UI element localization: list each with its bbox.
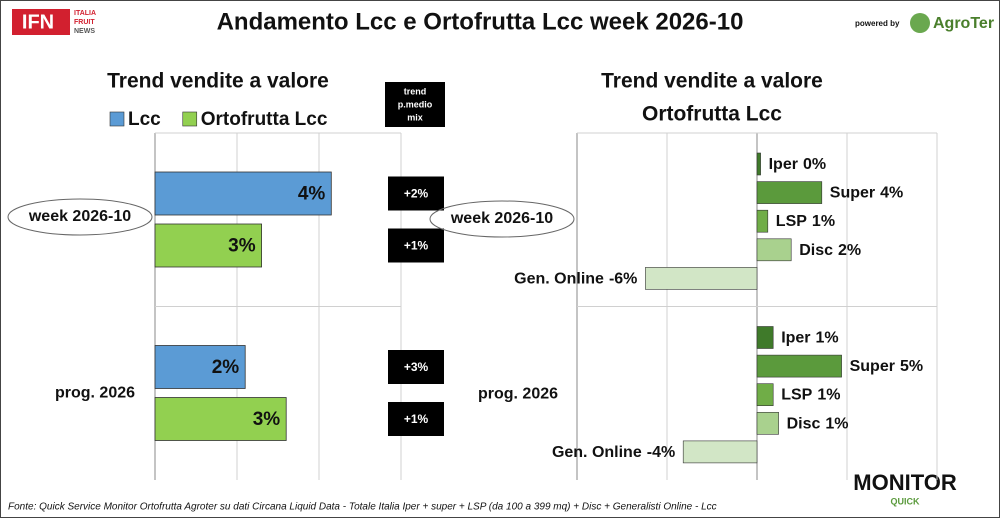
value-text: -4% [647,444,675,461]
bar [756,383,774,407]
chart-title: Ortofrutta Lcc [642,103,782,126]
bar [756,354,842,378]
mix-label: +1% [404,239,429,253]
value-text: 0% [803,156,826,173]
value-text: 2% [838,242,861,259]
bar [154,397,287,441]
value-label: LSP 1% [776,213,835,230]
category-name: Gen. Online [514,271,604,288]
powered-by: powered by [855,19,900,28]
category-name: LSP [781,387,812,404]
mix-header: trend [404,86,427,96]
mix-header: p.medio [398,99,433,109]
category-label: prog. 2026 [55,385,135,402]
logo-box [12,9,70,35]
legend-label: Ortofrutta Lcc [201,109,328,130]
chart-title: Trend vendite a valore [107,70,329,93]
bar [756,152,761,176]
value-label: 3% [228,236,256,257]
category-name: Super [830,185,875,202]
bar [154,345,246,389]
footer-brand-sub: QUICK [891,496,921,506]
page-title: Andamento Lcc e Ortofrutta Lcc week 2026… [217,8,744,35]
bar [154,171,332,216]
category-label: week 2026-10 [450,210,553,227]
mix-box [388,402,444,436]
mix-header: mix [407,112,423,122]
category-name: Gen. Online [552,444,642,461]
category-name: Iper [781,330,810,347]
logo-line: FRUIT [74,19,95,26]
mix-box [388,176,444,211]
bar [756,411,779,435]
mix-header-box [385,82,445,127]
value-text: 5% [900,358,923,375]
legend-swatch [109,111,125,127]
value-label: 2% [212,357,240,378]
value-text: 1% [817,387,840,404]
legend-swatch [182,111,198,127]
bar [756,326,774,349]
value-label: Super 5% [850,358,923,375]
logo: IFN [22,11,54,33]
value-label: Gen. Online -4% [552,444,675,461]
mix-label: +2% [404,187,429,201]
category-ellipse [429,200,575,238]
value-text: -6% [609,271,637,288]
category-name: Disc [787,416,821,433]
value-label: Iper 0% [769,156,826,173]
brand-icon [910,13,930,33]
category-name: LSP [776,213,807,230]
bar [645,267,758,290]
bar [154,223,262,268]
chart-title: Trend vendite a valore [601,70,823,93]
value-label: Disc 2% [799,242,861,259]
mix-label: +1% [404,412,429,426]
value-text: 1% [816,330,839,347]
value-label: LSP 1% [781,387,840,404]
value-label: Super 4% [830,185,903,202]
category-label: week 2026-10 [28,208,131,225]
value-text: 1% [825,416,848,433]
value-label: Disc 1% [787,416,849,433]
brand: AgroTer [933,15,994,32]
category-ellipse [7,198,153,236]
mix-box [388,228,444,263]
logo-line: ITALIA [74,10,96,17]
category-name: Super [850,358,895,375]
value-label: Gen. Online -6% [514,271,637,288]
bar [756,238,792,262]
category-name: Iper [769,156,798,173]
value-text: 4% [880,185,903,202]
bar [756,181,823,204]
footer-brand: MONITOR [853,470,957,495]
mix-label: +3% [404,360,429,374]
bar [756,209,769,233]
category-name: Disc [799,242,833,259]
source: Fonte: Quick Service Monitor Ortofrutta … [8,502,717,513]
category-label: prog. 2026 [478,386,558,403]
value-label: 3% [253,409,281,430]
bar [682,440,758,464]
value-label: 4% [298,184,326,205]
value-text: 1% [812,213,835,230]
mix-box [388,350,444,384]
logo-line: NEWS [74,28,95,35]
legend-label: Lcc [128,109,161,130]
value-label: Iper 1% [781,330,838,347]
